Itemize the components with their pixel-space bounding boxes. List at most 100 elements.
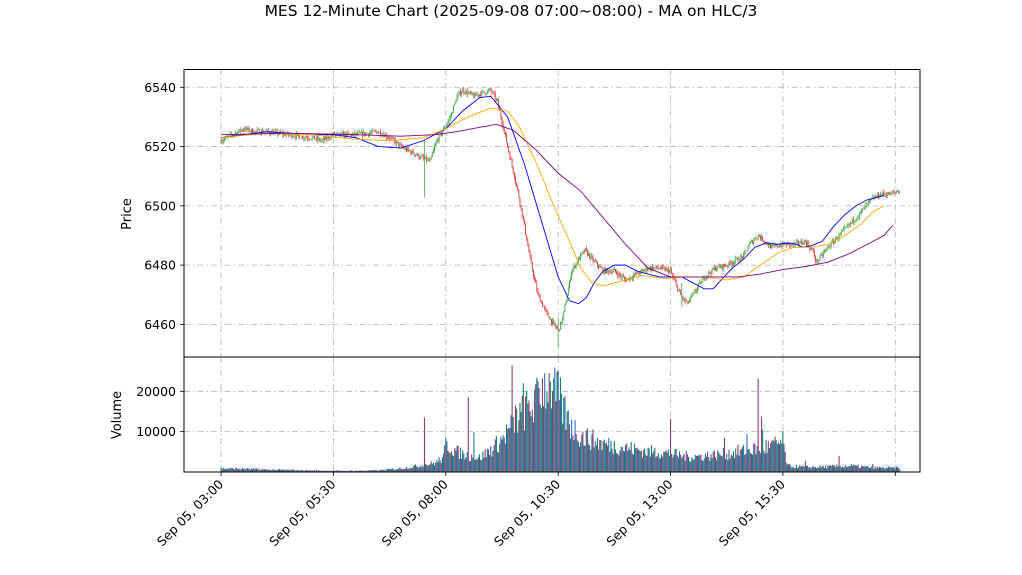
volume-bar [856, 466, 858, 472]
volume-bar [518, 420, 520, 472]
candle-body [585, 248, 587, 251]
candle-body [756, 238, 758, 240]
volume-bar [726, 453, 728, 472]
volume-bar [321, 470, 323, 472]
volume-bar [455, 450, 457, 472]
candle-body [844, 227, 846, 229]
volume-bar [740, 449, 742, 472]
candle-body [679, 290, 680, 292]
volume-bar [256, 468, 258, 472]
candle-body [715, 267, 716, 271]
candle-body [670, 269, 671, 271]
candle-body [692, 292, 694, 296]
volume-bar [837, 466, 839, 472]
volume-bar [458, 459, 460, 472]
volume-bar [636, 447, 638, 472]
candle-body [733, 263, 734, 264]
candle-body [661, 266, 662, 269]
volume-bar [384, 470, 386, 472]
volume-bar [670, 418, 672, 472]
candle-body [291, 133, 293, 138]
candle-body [699, 281, 701, 284]
chart-title: MES 12-Minute Chart (2025-09-08 07:00~08… [265, 2, 758, 20]
candle-body [565, 302, 567, 305]
volume-bar [775, 439, 777, 472]
candle-body [894, 192, 896, 193]
candle-body [860, 211, 861, 213]
candle-body [634, 273, 635, 276]
volume-bar [764, 453, 766, 472]
candle-body [433, 150, 434, 154]
volume-bar [501, 439, 503, 472]
candle-body [840, 231, 842, 234]
candle-body [302, 135, 304, 139]
volume-bar [376, 470, 378, 472]
volume-bar [564, 396, 566, 472]
volume-bar [630, 442, 632, 472]
volume-bar [674, 449, 676, 472]
candle-body [848, 224, 850, 225]
candle-body [474, 93, 476, 98]
volume-bar [507, 429, 509, 472]
volume-bar [692, 459, 694, 472]
volume-bar [505, 424, 508, 472]
candle-body [851, 222, 852, 223]
candle-body [748, 243, 750, 248]
candle-body [599, 266, 601, 268]
candle-body [744, 251, 746, 254]
volume-bar [364, 470, 366, 472]
candle-body [824, 251, 825, 253]
candle-body [318, 138, 320, 140]
candle-body [707, 275, 708, 277]
volume-bar [398, 468, 400, 472]
candle-body [769, 243, 770, 246]
volume-bar [628, 447, 630, 472]
volume-bar [223, 468, 225, 472]
volume-bar [839, 465, 841, 472]
candle-body [419, 157, 421, 159]
price-tick-label: 6500 [144, 198, 176, 213]
candle-body [610, 271, 612, 274]
candle-body [834, 240, 835, 244]
volume-bar [682, 455, 684, 472]
volume-bar [300, 469, 302, 472]
candle-body [757, 235, 759, 239]
candle-body [812, 249, 814, 252]
volume-bar [512, 417, 514, 472]
candle-body [404, 147, 406, 149]
candle-body [331, 135, 333, 136]
candle-body [554, 322, 556, 326]
candle-body [847, 224, 849, 227]
volume-bar [494, 439, 496, 472]
volume-bar [271, 469, 273, 472]
candle-body [490, 88, 492, 91]
volume-bar [284, 469, 286, 472]
candle-body [484, 92, 486, 95]
volume-bar [374, 470, 376, 472]
volume-bar [792, 466, 794, 472]
volume-bar [683, 453, 685, 472]
candle-body [299, 135, 301, 139]
volume-bar [874, 466, 876, 472]
candle-body [845, 226, 847, 228]
candle-body [849, 222, 851, 225]
x-tick-label: Sep 05, 15:30 [716, 476, 788, 548]
volume-bar [368, 470, 370, 472]
volume-bar [756, 446, 758, 472]
candle-body [575, 262, 577, 268]
volume-bar [799, 465, 801, 472]
candle-body [674, 279, 676, 282]
volume-bar [814, 467, 817, 472]
volume-bar [405, 466, 408, 472]
candle-body [899, 191, 901, 193]
volume-bar [596, 437, 599, 472]
volume-bar [513, 432, 515, 472]
candle-body [237, 131, 239, 135]
volume-bar [453, 455, 455, 472]
volume-bar [832, 465, 835, 472]
candle-body [310, 139, 312, 140]
volume-bar [527, 403, 529, 472]
candle-body [616, 271, 617, 274]
volume-bar [529, 411, 531, 472]
candle-body [570, 279, 571, 281]
